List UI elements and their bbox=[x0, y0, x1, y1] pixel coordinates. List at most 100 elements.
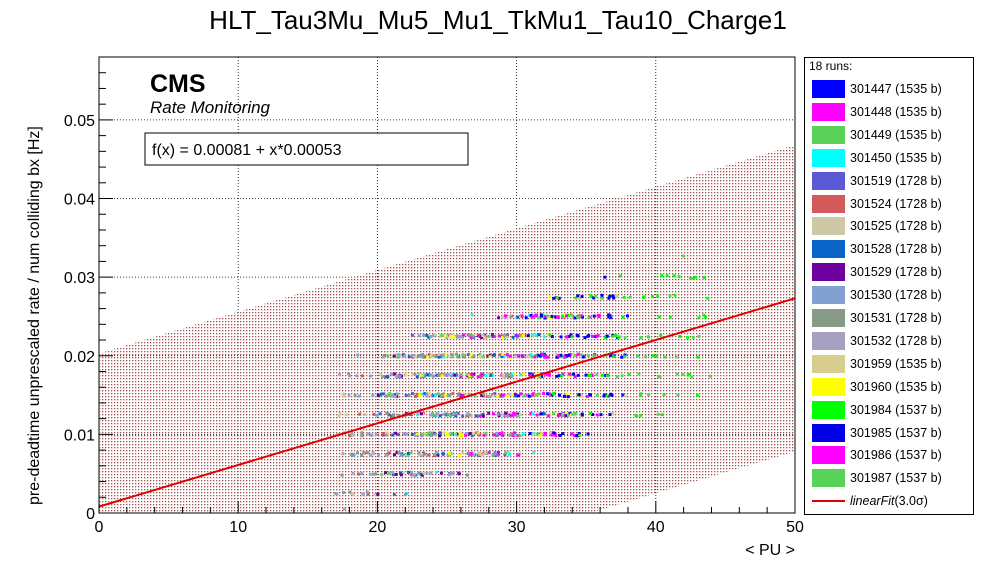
data-point bbox=[563, 355, 567, 359]
data-point bbox=[519, 413, 523, 417]
data-point bbox=[416, 413, 420, 417]
data-point bbox=[637, 372, 641, 376]
data-point bbox=[443, 333, 447, 337]
data-point bbox=[565, 392, 569, 396]
data-point bbox=[385, 411, 389, 415]
data-point bbox=[437, 355, 441, 359]
data-point bbox=[473, 394, 477, 398]
data-point bbox=[388, 392, 392, 396]
data-point bbox=[517, 394, 521, 398]
data-point bbox=[478, 352, 482, 356]
data-point bbox=[455, 352, 459, 356]
data-point bbox=[511, 413, 515, 417]
data-point bbox=[628, 295, 632, 299]
legend-entry: 301528 (1728 b) bbox=[812, 240, 972, 259]
data-point bbox=[347, 393, 351, 397]
data-point bbox=[564, 412, 568, 416]
data-point bbox=[429, 335, 433, 339]
data-point bbox=[478, 452, 482, 456]
data-point bbox=[646, 335, 650, 339]
data-point bbox=[368, 374, 372, 378]
data-point bbox=[436, 412, 440, 416]
data-point bbox=[480, 393, 484, 397]
data-point bbox=[504, 373, 508, 377]
data-point bbox=[446, 333, 450, 337]
data-point bbox=[386, 375, 390, 379]
data-point bbox=[360, 454, 364, 458]
data-point bbox=[650, 295, 654, 299]
data-point bbox=[696, 393, 700, 397]
data-point bbox=[439, 393, 443, 397]
data-point bbox=[512, 411, 516, 415]
data-point bbox=[421, 412, 425, 416]
data-point bbox=[615, 375, 619, 379]
legend-entry: 301959 (1535 b) bbox=[812, 354, 972, 374]
data-point bbox=[546, 414, 550, 418]
data-point bbox=[548, 333, 552, 337]
data-point bbox=[488, 353, 492, 357]
data-point bbox=[483, 333, 487, 337]
data-point bbox=[394, 431, 398, 435]
data-point bbox=[516, 434, 520, 438]
data-point bbox=[398, 374, 402, 378]
data-point bbox=[368, 472, 372, 476]
data-point bbox=[493, 433, 497, 437]
data-point bbox=[385, 453, 389, 457]
legend-label: 301985 (1537 b) bbox=[850, 425, 942, 440]
data-point bbox=[574, 411, 578, 415]
data-point bbox=[428, 413, 432, 417]
data-point bbox=[450, 472, 454, 476]
data-point bbox=[482, 394, 486, 398]
data-point bbox=[530, 333, 534, 337]
data-point bbox=[552, 412, 556, 416]
data-point bbox=[557, 296, 561, 300]
legend-entry: 301447 (1535 b) bbox=[812, 80, 972, 99]
data-point bbox=[356, 472, 360, 476]
data-point bbox=[492, 353, 496, 357]
data-point bbox=[577, 315, 581, 319]
data-point bbox=[521, 354, 525, 358]
x-tick-label: 40 bbox=[647, 519, 665, 536]
data-point bbox=[404, 393, 408, 397]
data-point bbox=[446, 453, 450, 457]
data-point bbox=[501, 352, 505, 356]
data-point bbox=[665, 274, 669, 278]
data-point bbox=[417, 452, 421, 456]
data-point bbox=[516, 334, 520, 338]
data-point bbox=[476, 375, 480, 379]
legend-entry: 301960 (1535 b) bbox=[812, 377, 972, 397]
data-point bbox=[607, 296, 611, 300]
data-point bbox=[502, 375, 506, 379]
legend-swatch bbox=[812, 240, 845, 259]
data-point bbox=[510, 375, 514, 379]
data-point bbox=[437, 434, 441, 438]
data-point bbox=[529, 313, 533, 317]
data-point bbox=[374, 432, 378, 436]
data-point bbox=[443, 431, 447, 435]
data-point bbox=[655, 354, 659, 358]
data-point bbox=[360, 434, 364, 438]
data-point bbox=[419, 412, 423, 416]
data-point bbox=[505, 335, 509, 339]
data-point bbox=[611, 334, 615, 338]
data-point bbox=[539, 431, 543, 435]
data-point bbox=[546, 392, 550, 396]
legend-label: 301959 (1535 b) bbox=[850, 356, 942, 371]
data-point bbox=[437, 374, 441, 378]
data-point bbox=[529, 412, 533, 416]
data-point bbox=[434, 451, 438, 455]
data-point bbox=[439, 471, 443, 475]
data-point bbox=[441, 394, 445, 398]
legend-entry: 301984 (1537 b) bbox=[812, 400, 972, 420]
data-point bbox=[481, 333, 485, 337]
data-point bbox=[586, 432, 590, 436]
data-point bbox=[563, 314, 567, 318]
data-point bbox=[518, 373, 522, 377]
data-point bbox=[444, 353, 448, 357]
data-point bbox=[420, 473, 424, 477]
legend-fit-name: linearFit bbox=[850, 494, 895, 509]
data-point bbox=[403, 354, 407, 358]
data-point bbox=[430, 431, 434, 435]
data-point bbox=[558, 434, 562, 438]
data-point bbox=[604, 373, 608, 377]
